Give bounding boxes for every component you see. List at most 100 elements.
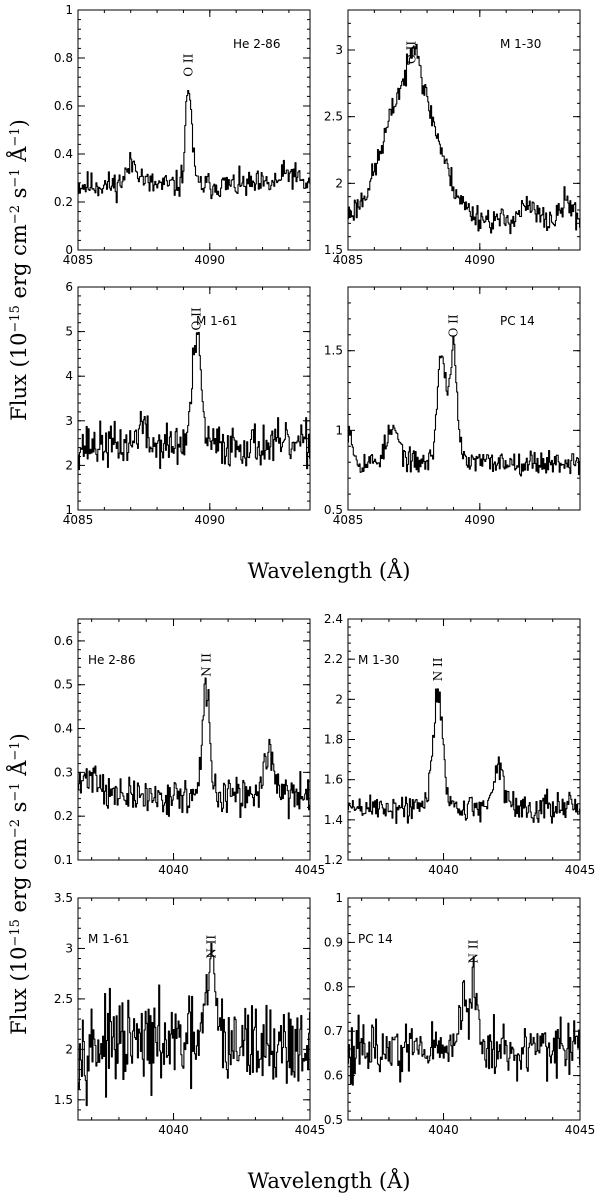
panel-frame — [347, 897, 581, 1121]
y-axis-title-part: Flux (10 — [7, 333, 31, 421]
y-tick-label: 2.5 — [324, 110, 343, 124]
panel-pc14-nii: 0.5 0.6 0.7 0.8 0.9 1 4040 4045 PC 14 N II — [324, 891, 595, 1137]
y-axis-title-part: ) — [7, 733, 31, 741]
y-tick-label: 0.1 — [54, 853, 73, 867]
y-tick-label: 1.8 — [324, 733, 343, 747]
x-tick-label: 4045 — [565, 1123, 596, 1137]
y-axis-title-part: Å — [6, 760, 31, 783]
panel-frame — [77, 286, 311, 511]
y-axis-title-superscript: −1 — [8, 741, 23, 760]
ion-label: O II — [446, 314, 460, 337]
y-axis-title-superscript: −15 — [8, 919, 23, 946]
y-tick-label: 1 — [335, 423, 343, 437]
y-tick-label: 2.4 — [324, 612, 343, 626]
y-axis-title-part: Flux (10 — [7, 947, 31, 1035]
y-tick-label: 6 — [65, 280, 73, 294]
panel-he2-86-nii: 0.1 0.2 0.3 0.4 0.5 0.6 4040 4045 He 2-86 N II — [54, 618, 326, 877]
y-tick-label: 1.5 — [54, 1093, 73, 1107]
y-tick-label: 0.3 — [54, 765, 73, 779]
spectrum-line — [347, 688, 581, 824]
y-axis-title-superscript: −1 — [8, 168, 23, 187]
object-name-label: PC 14 — [358, 932, 393, 946]
spectrum-line — [347, 43, 581, 235]
y-tick-label: 3.5 — [54, 891, 73, 905]
spectrum-line — [77, 331, 311, 471]
y-tick-label: 2.2 — [324, 652, 343, 666]
y-tick-label: 2 — [65, 1042, 73, 1056]
y-tick-label: 2 — [335, 176, 343, 190]
y-axis-title-part: ) — [7, 119, 31, 127]
y-axis-title-part: Å — [6, 146, 31, 169]
ion-label: N II — [431, 657, 445, 681]
object-name-label: M 1-30 — [358, 653, 399, 667]
spectrum-line — [77, 90, 311, 204]
ion-label: O II — [190, 307, 204, 330]
x-tick-label: 4045 — [565, 863, 596, 877]
spectrum-line — [77, 677, 311, 820]
y-tick-label: 0.4 — [54, 722, 73, 736]
y-tick-label: 0.9 — [324, 935, 343, 949]
y-tick-label: 0.8 — [324, 980, 343, 994]
panel-frame — [77, 618, 311, 861]
y-tick-label: 0.2 — [54, 195, 73, 209]
ion-label: N II — [205, 935, 219, 959]
x-tick-label: 4085 — [63, 253, 94, 267]
x-tick-label: 4040 — [158, 863, 189, 877]
x-tick-label: 4045 — [295, 863, 326, 877]
panel-m1-30-nii: 1.2 1.4 1.6 1.8 2 2.2 2.4 4040 4045 M 1-30 N II — [324, 612, 595, 877]
y-axis-title-part: erg cm — [7, 224, 31, 305]
x-tick-label: 4040 — [428, 863, 459, 877]
panel-pc14-oii: 0.5 1 1.5 4085 4090 PC 14 O II — [324, 286, 581, 527]
y-tick-label: 0.6 — [324, 1069, 343, 1083]
x-tick-label: 4085 — [333, 513, 364, 527]
panel-frame — [77, 9, 311, 251]
panel-m1-61-oii: 1 2 3 4 5 6 4085 4090 M 1-61O II — [63, 280, 311, 527]
spectrum-line — [347, 336, 581, 477]
spectrum-line — [77, 942, 311, 1107]
panel-he2-86-oii: 0 0.2 0.4 0.6 0.8 1 4085 4090 He 2-86 O II — [54, 3, 311, 267]
y-tick-label: 0.7 — [324, 1024, 343, 1038]
y-tick-label: 0.6 — [54, 634, 73, 648]
y-tick-label: 3 — [65, 414, 73, 428]
x-tick-label: 4085 — [63, 513, 94, 527]
y-axis-title-part: erg cm — [7, 838, 31, 919]
y-axis-title-part: s — [7, 188, 31, 205]
y-tick-label: 3 — [65, 941, 73, 955]
x-tick-label: 4085 — [333, 253, 364, 267]
y-tick-label: 0.5 — [324, 503, 343, 517]
y-tick-label: 2.5 — [54, 992, 73, 1006]
ion-label: N II — [199, 653, 213, 677]
x-tick-label: 4040 — [428, 1123, 459, 1137]
object-name-label: M 1-30 — [500, 37, 541, 51]
y-axis-title-superscript: −15 — [8, 305, 23, 332]
panel-m1-30-oii: 1.5 2 2.5 3 4085 4090 M 1-30 O II — [324, 9, 581, 267]
y-tick-label: 2 — [65, 458, 73, 472]
ion-label: O II — [404, 41, 418, 64]
y-axis-title-superscript: −1 — [8, 127, 23, 146]
panel-m1-61-nii: 1.5 2 2.5 3 3.5 4040 4045 M 1-61 N II — [54, 891, 325, 1137]
x-tick-label: 4090 — [465, 253, 496, 267]
ion-label: O II — [182, 53, 196, 76]
ion-label: N II — [467, 939, 481, 963]
y-axis-title: Flux (10−15 erg cm−2 s−1 Å−1) — [6, 733, 31, 1035]
object-name-label: M 1-61 — [88, 932, 129, 946]
y-axis-title: Flux (10−15 erg cm−2 s−1 Å−1) — [6, 119, 31, 421]
x-tick-label: 4090 — [465, 513, 496, 527]
y-tick-label: 1.5 — [324, 344, 343, 358]
spectrum-line — [347, 956, 581, 1086]
y-tick-label: 0.2 — [54, 809, 73, 823]
y-tick-label: 3 — [335, 43, 343, 57]
object-name-label: He 2-86 — [233, 37, 280, 51]
x-tick-label: 4090 — [195, 253, 226, 267]
y-tick-label: 1.5 — [324, 243, 343, 257]
y-tick-label: 0.6 — [54, 99, 73, 113]
x-axis-title: Wavelength (Å) — [248, 558, 411, 583]
y-axis-title-superscript: −2 — [8, 819, 23, 838]
object-name-label: PC 14 — [500, 314, 535, 328]
y-tick-label: 0 — [65, 243, 73, 257]
y-tick-label: 0.5 — [54, 678, 73, 692]
y-tick-label: 0.4 — [54, 147, 73, 161]
y-tick-label: 1 — [65, 503, 73, 517]
